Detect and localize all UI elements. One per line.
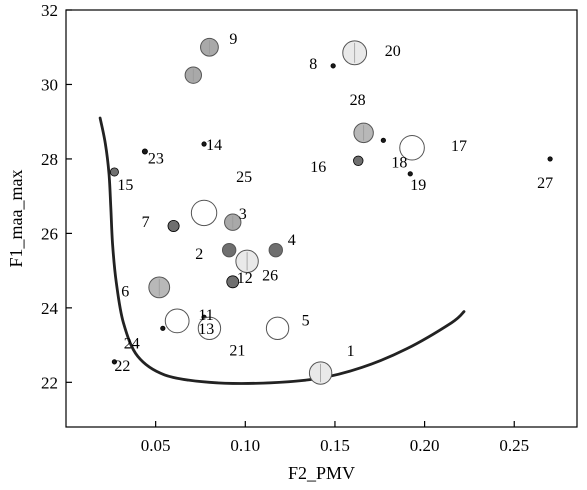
frontier-curve xyxy=(98,116,466,385)
point-label-25: 25 xyxy=(236,169,252,186)
data-point-22 xyxy=(111,359,118,365)
point-label-16: 16 xyxy=(310,159,326,176)
point-labels: 1234567891112131415161718192021222324252… xyxy=(114,31,553,375)
data-point-8 xyxy=(330,63,336,69)
point-label-27: 27 xyxy=(537,175,553,192)
point-label-20: 20 xyxy=(385,43,401,60)
point-label-19: 19 xyxy=(410,177,426,194)
point-label-2: 2 xyxy=(195,246,203,263)
point-label-11: 11 xyxy=(198,307,213,324)
point-label-17: 17 xyxy=(451,138,467,155)
x-tick-label: 0.20 xyxy=(410,436,440,455)
point-label-21: 21 xyxy=(229,342,245,359)
point-label-6: 6 xyxy=(121,283,129,300)
x-axis-label: F2_PMV xyxy=(288,463,355,483)
x-axis-ticks: 0.05 0.10 0.15 0.20 0.25 xyxy=(141,421,529,455)
data-point-5 xyxy=(265,316,290,341)
data-point-13 xyxy=(164,308,190,334)
point-label-4: 4 xyxy=(288,232,296,249)
y-axis-ticks: 22 24 26 28 30 32 xyxy=(41,1,72,392)
point-label-1: 1 xyxy=(347,343,355,360)
point-label-26: 26 xyxy=(262,267,278,284)
data-point-21 xyxy=(197,316,222,341)
data-point-12 xyxy=(226,275,240,289)
x-tick-label: 0.15 xyxy=(320,436,350,455)
y-tick-label: 26 xyxy=(41,224,58,243)
point-label-8: 8 xyxy=(309,56,317,73)
y-tick-label: 30 xyxy=(41,75,58,94)
y-tick-label: 28 xyxy=(41,150,58,169)
y-axis-label: F1_maa_max xyxy=(6,170,26,268)
plot-frame xyxy=(65,9,578,428)
y-tick-label: 24 xyxy=(41,299,59,318)
x-tick-label: 0.25 xyxy=(499,436,529,455)
point-label-13: 13 xyxy=(198,321,214,338)
point-label-7: 7 xyxy=(142,214,150,231)
data-points xyxy=(109,37,553,385)
data-point-24 xyxy=(160,325,166,331)
point-label-22: 22 xyxy=(114,358,130,375)
data-point-25 xyxy=(190,199,218,227)
data-point-23 xyxy=(141,148,148,155)
data-point-15 xyxy=(109,167,119,177)
point-label-24: 24 xyxy=(124,335,140,352)
point-label-5: 5 xyxy=(302,312,310,329)
data-point-16 xyxy=(353,155,364,166)
point-label-14: 14 xyxy=(206,137,222,154)
data-point-27 xyxy=(547,156,553,162)
y-tick-label: 32 xyxy=(41,1,58,20)
data-point-7 xyxy=(167,219,180,232)
point-label-28: 28 xyxy=(350,92,366,109)
data-point-14 xyxy=(201,141,207,147)
data-point-19 xyxy=(407,171,413,177)
point-label-23: 23 xyxy=(148,151,164,168)
point-label-18: 18 xyxy=(391,154,407,171)
data-point-18 xyxy=(380,137,386,143)
data-point-17 xyxy=(399,134,425,161)
point-label-15: 15 xyxy=(117,177,133,194)
data-point-2 xyxy=(221,242,237,258)
point-label-12: 12 xyxy=(237,270,253,287)
point-label-9: 9 xyxy=(229,31,237,48)
x-tick-label: 0.05 xyxy=(141,436,171,455)
x-tick-label: 0.10 xyxy=(230,436,260,455)
point-label-3: 3 xyxy=(239,206,247,223)
y-tick-label: 22 xyxy=(41,373,58,392)
data-point-4 xyxy=(268,242,283,258)
